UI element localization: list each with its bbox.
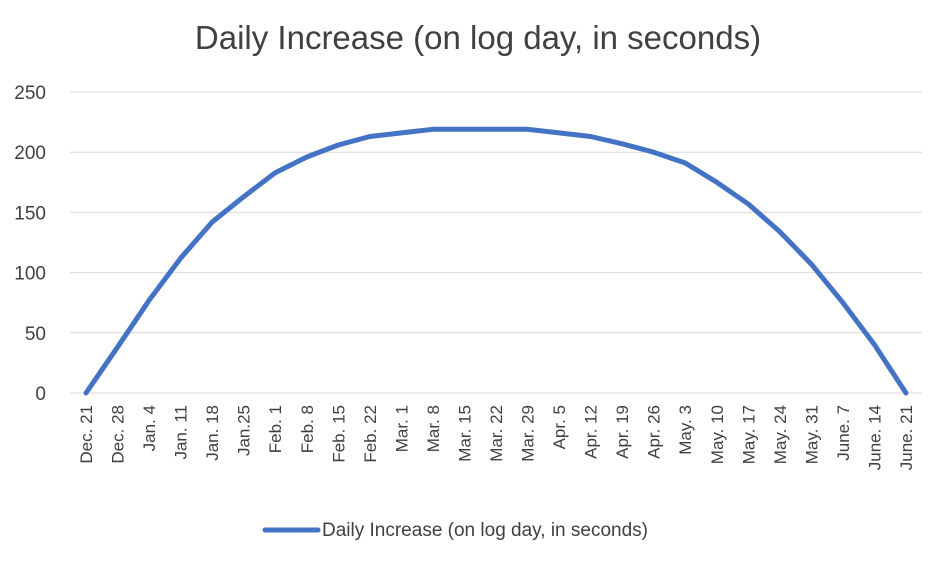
x-tick-label: Feb. 22: [361, 405, 380, 463]
x-tick-label: Jan. 4: [140, 405, 159, 451]
y-axis-ticks: 0 50 100 150 200 250: [14, 83, 46, 405]
x-tick-label: June. 21: [897, 405, 916, 470]
x-tick-label: May. 3: [676, 405, 695, 455]
x-tick-label: Apr. 5: [550, 405, 569, 449]
x-tick-label: Dec. 28: [109, 405, 128, 464]
x-tick-label: Mar. 22: [487, 405, 506, 462]
x-tick-label: Jan. 11: [172, 405, 191, 460]
y-tick-label: 150: [14, 203, 46, 224]
x-tick-label: May. 17: [739, 405, 758, 464]
x-tick-label: Feb. 8: [298, 405, 317, 453]
legend: Daily Increase (on log day, in seconds): [262, 520, 648, 541]
series-layer: [83, 126, 909, 396]
x-tick-label: Feb. 1: [266, 405, 285, 453]
grid: [70, 91, 922, 394]
y-tick-label: 250: [14, 83, 46, 104]
x-tick-label: Apr. 19: [613, 405, 632, 459]
x-tick-label: Jan. 18: [203, 405, 222, 461]
x-axis-ticks: Dec. 21 Dec. 28 Jan. 4 Jan. 11 Jan. 18 Jan.25…: [77, 405, 916, 470]
x-tick-label: Mar. 1: [392, 405, 411, 452]
y-tick-label: 200: [14, 143, 46, 164]
x-tick-label: Apr. 26: [645, 405, 664, 459]
x-tick-label: May. 31: [802, 405, 821, 464]
x-tick-label: Mar. 29: [519, 405, 538, 462]
series-line: [83, 126, 909, 396]
x-tick-label: Jan.25: [235, 405, 254, 456]
x-tick-label: Mar. 8: [424, 405, 443, 452]
x-tick-label: May. 24: [771, 405, 790, 464]
x-tick-label: Feb. 15: [329, 405, 348, 463]
y-tick-label: 0: [35, 384, 46, 405]
y-tick-label: 50: [25, 324, 46, 345]
x-tick-label: Apr. 12: [582, 405, 601, 459]
chart-title: Daily Increase (on log day, in seconds): [195, 19, 761, 56]
x-tick-label: June. 14: [865, 405, 884, 470]
x-tick-label: May. 10: [708, 405, 727, 464]
y-tick-label: 100: [14, 264, 46, 285]
legend-label: Daily Increase (on log day, in seconds): [322, 520, 648, 541]
x-tick-label: June. 7: [834, 405, 853, 461]
x-tick-label: Mar. 15: [455, 405, 474, 462]
x-tick-label: Dec. 21: [77, 405, 96, 464]
